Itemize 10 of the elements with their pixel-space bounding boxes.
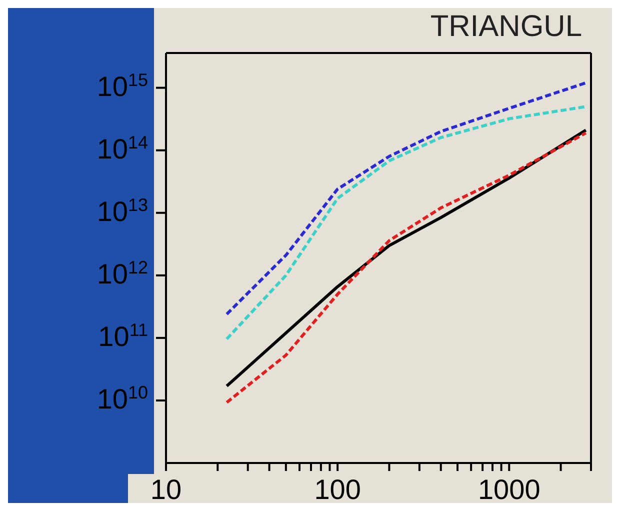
y-tick-label: 10$^{11}$: [98, 320, 148, 352]
y-tick-label: 10$^{10}$: [96, 382, 148, 414]
x-tick-label: 100: [314, 474, 361, 505]
y-tick-label: 10$^{13}$: [96, 194, 148, 227]
y-tick-label: 10$^{12}$: [96, 257, 148, 290]
x-tick-label: 1000: [478, 474, 540, 505]
chart-title: TRIANGUL: [430, 10, 582, 44]
x-tick-label: 10: [150, 474, 182, 505]
y-tick-label: 10$^{14}$: [96, 132, 148, 164]
y-tick-label: 10$^{15}$: [96, 70, 148, 102]
